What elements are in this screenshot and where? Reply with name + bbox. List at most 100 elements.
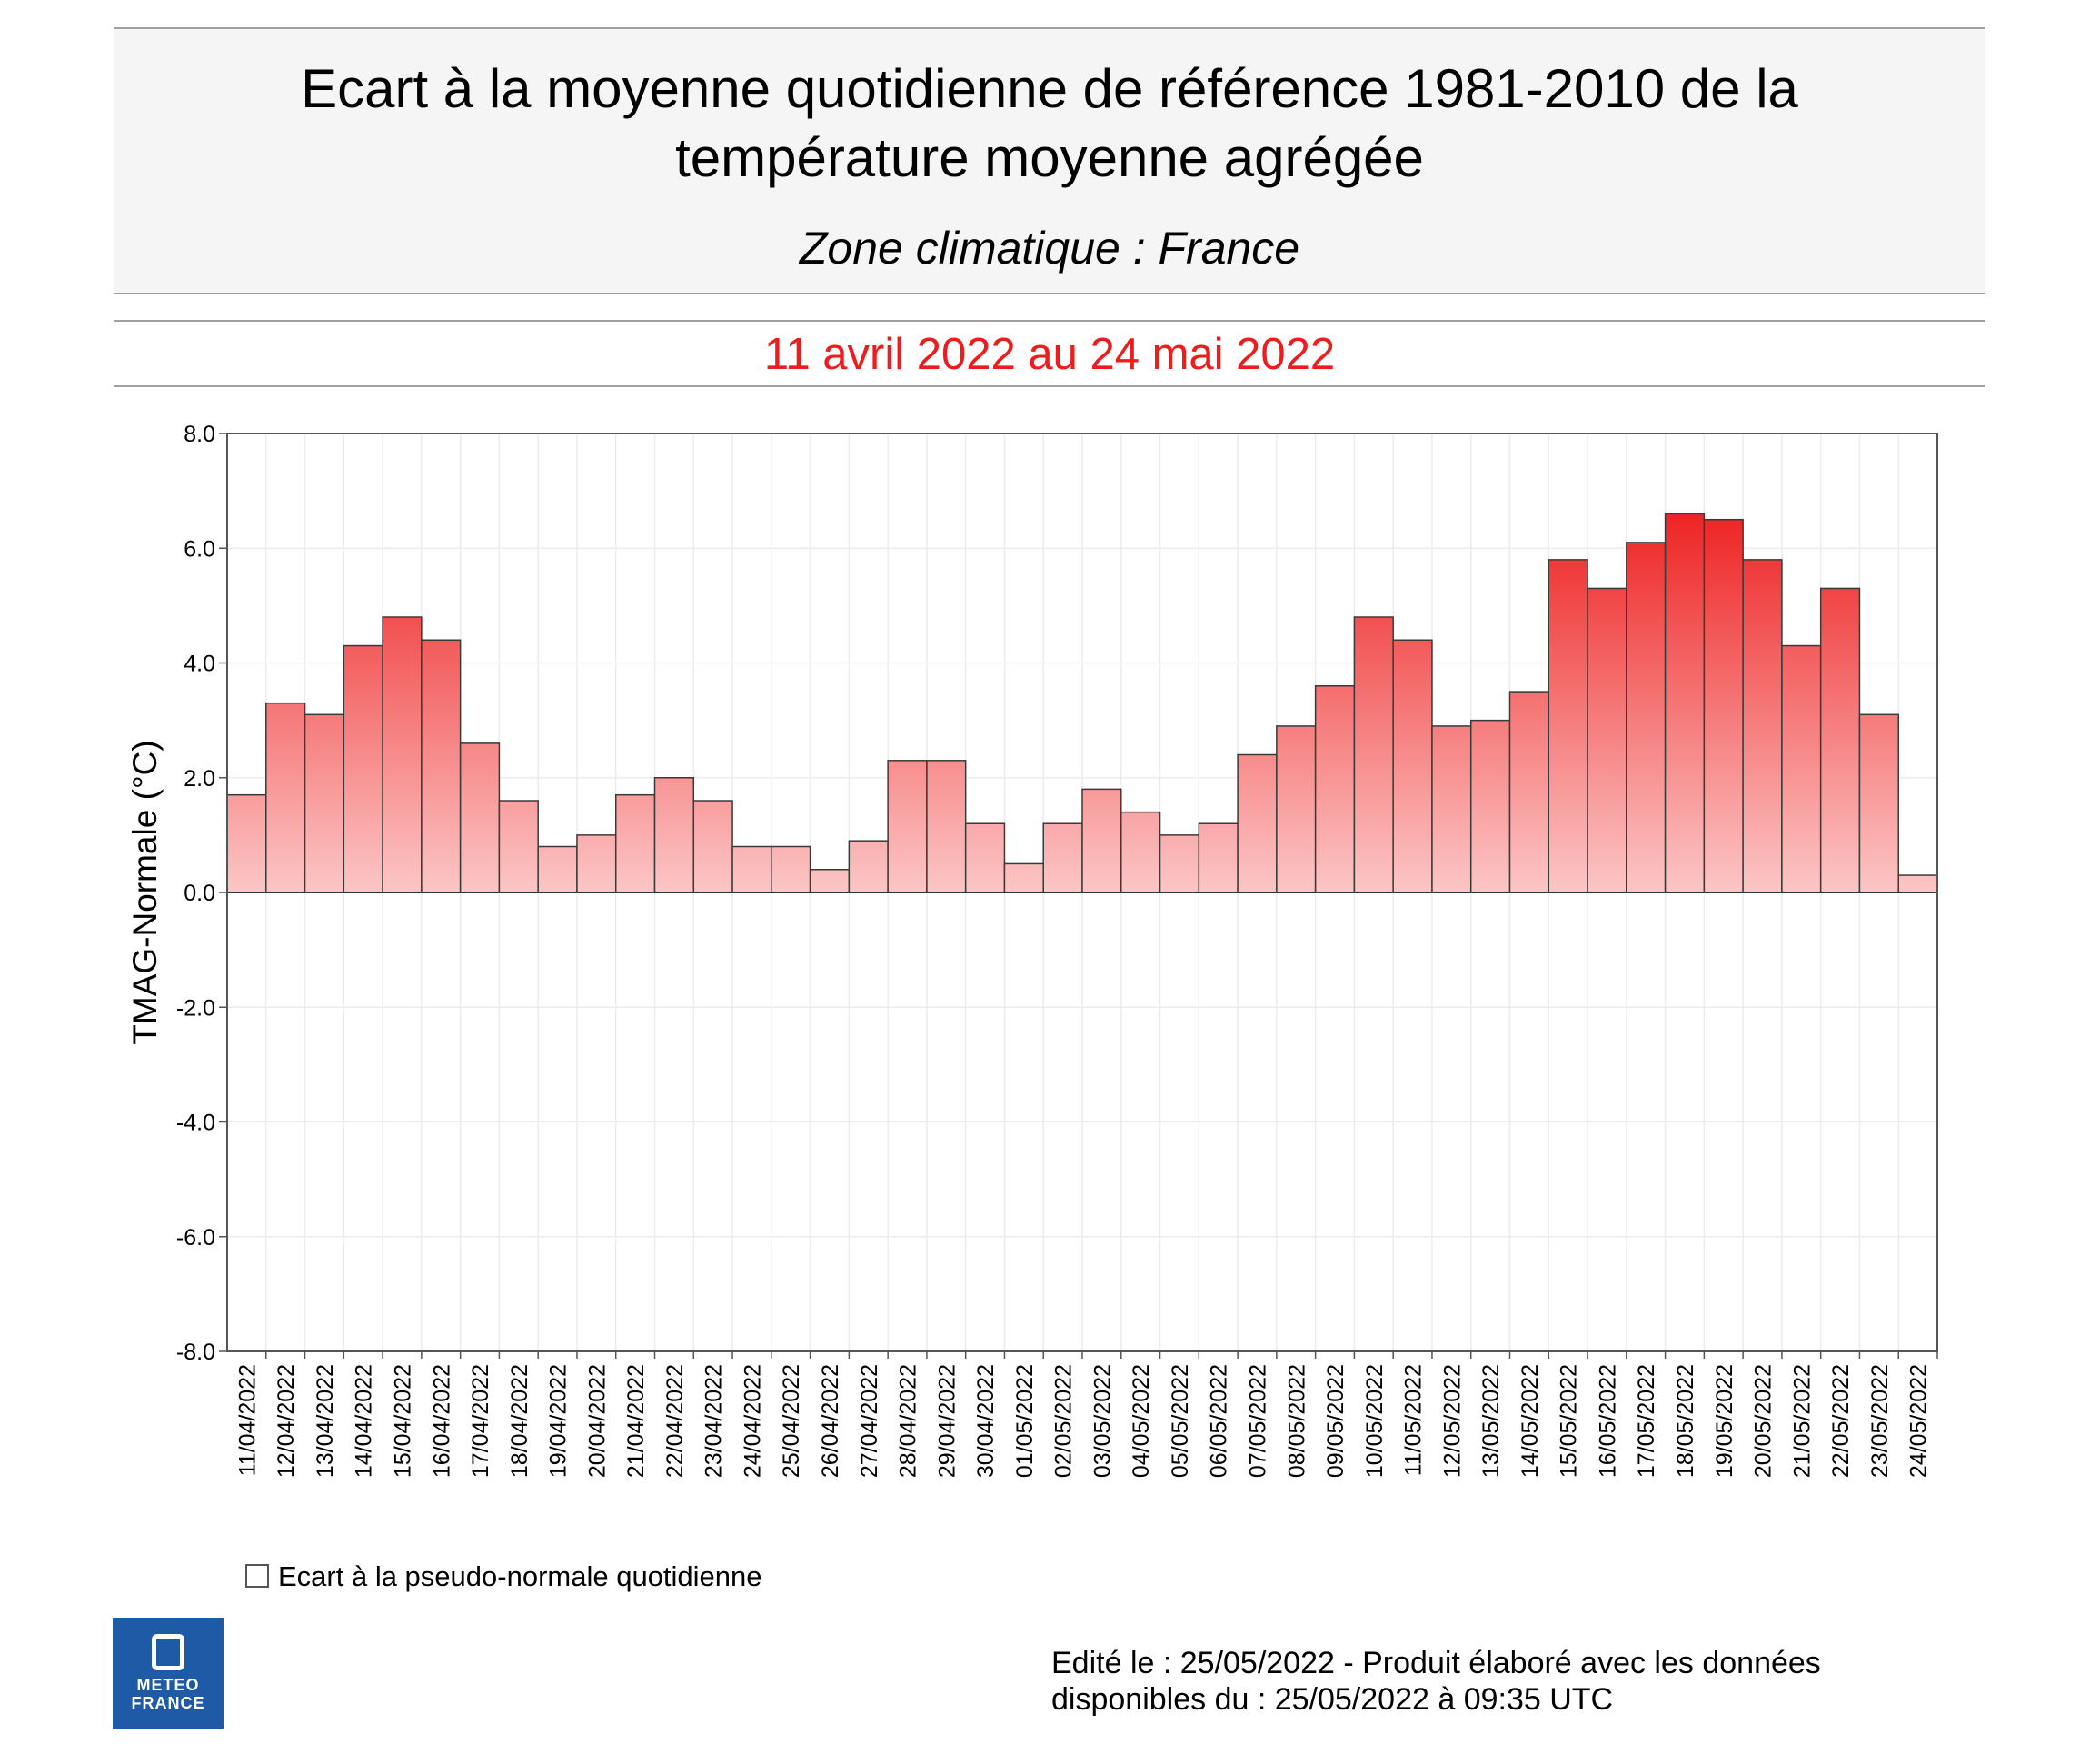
x-tick-label: 18/04/2022 — [507, 1364, 532, 1478]
x-tick-label: 16/05/2022 — [1595, 1364, 1620, 1478]
bar — [498, 800, 539, 893]
x-tick-label: 05/05/2022 — [1168, 1364, 1193, 1478]
period-label: 11 avril 2022 au 24 mai 2022 — [763, 330, 1336, 379]
bar — [1664, 513, 1706, 893]
bar — [382, 616, 423, 893]
x-tick-label: 24/05/2022 — [1906, 1364, 1932, 1478]
bar — [343, 644, 383, 893]
x-tick-label: 19/05/2022 — [1712, 1364, 1737, 1478]
y-tick-label: 0.0 — [184, 881, 215, 906]
y-tick-label: 8.0 — [184, 422, 215, 447]
bar — [653, 777, 695, 893]
x-tick-label: 19/04/2022 — [546, 1364, 572, 1478]
x-tick-label: 13/04/2022 — [313, 1364, 338, 1478]
x-tick-label: 01/05/2022 — [1012, 1364, 1038, 1478]
bar — [1626, 542, 1667, 893]
bar — [1431, 725, 1472, 893]
bar — [614, 793, 656, 893]
x-tick-label: 21/04/2022 — [623, 1364, 649, 1478]
x-tick-label: 23/04/2022 — [702, 1364, 727, 1478]
x-tick-label: 20/05/2022 — [1751, 1364, 1776, 1478]
x-tick-label: 15/05/2022 — [1557, 1364, 1582, 1478]
bar — [964, 822, 1006, 893]
footer-note: Edité le : 25/05/2022 - Produit élaboré … — [1051, 1645, 1821, 1718]
y-tick-label: -2.0 — [176, 995, 215, 1021]
y-tick-label: 6.0 — [184, 536, 215, 562]
x-tick-label: 27/04/2022 — [857, 1364, 882, 1478]
bar — [926, 760, 967, 893]
chart-title-line2: température moyenne agrégée — [675, 127, 1424, 188]
bar — [1042, 822, 1083, 893]
x-tick-label: 11/05/2022 — [1401, 1364, 1427, 1476]
bar — [1314, 685, 1356, 893]
bar — [848, 840, 889, 893]
period-panel: 11 avril 2022 au 24 mai 2022 — [114, 320, 1986, 387]
bar — [887, 760, 928, 893]
bar — [576, 834, 617, 893]
x-tick-label: 21/05/2022 — [1789, 1364, 1815, 1478]
x-tick-label: 11/04/2022 — [234, 1364, 260, 1476]
x-tick-label: 22/04/2022 — [662, 1364, 688, 1478]
x-tick-label: 22/05/2022 — [1828, 1364, 1854, 1478]
bar — [1159, 834, 1200, 893]
bar — [1198, 822, 1239, 893]
x-tick-label: 25/04/2022 — [779, 1364, 804, 1478]
x-tick-label: 10/05/2022 — [1362, 1364, 1388, 1478]
bar — [732, 845, 772, 893]
x-tick-label: 02/05/2022 — [1051, 1364, 1077, 1478]
bar — [1237, 753, 1278, 893]
bar — [1003, 862, 1044, 893]
title-panel: Ecart à la moyenne quotidienne de référe… — [114, 27, 1986, 294]
x-tick-label: 13/05/2022 — [1478, 1364, 1504, 1478]
chart-subtitle: Zone climatique : France — [799, 223, 1300, 274]
x-tick-label: 03/05/2022 — [1090, 1364, 1115, 1478]
bar — [771, 845, 811, 893]
y-axis-label: TMAG-Normale (°C) — [126, 740, 164, 1044]
meteo-france-logo: METEO FRANCE — [113, 1618, 224, 1729]
bar — [809, 869, 851, 893]
bar — [1781, 644, 1822, 893]
bar — [1587, 587, 1627, 893]
x-tick-label: 04/05/2022 — [1129, 1364, 1154, 1478]
footer-line1: Edité le : 25/05/2022 - Produit élaboré … — [1051, 1646, 1821, 1680]
x-tick-label: 17/05/2022 — [1634, 1364, 1659, 1478]
x-tick-label: 24/04/2022 — [740, 1364, 765, 1478]
chart-title-line1: Ecart à la moyenne quotidienne de référe… — [301, 58, 1798, 119]
bar — [226, 793, 267, 893]
bar — [1508, 691, 1550, 893]
footer-line2: disponibles du : 25/05/2022 à 09:35 UTC — [1051, 1682, 1614, 1717]
x-tick-label: 28/04/2022 — [896, 1364, 921, 1478]
bar — [1392, 639, 1433, 893]
x-tick-label: 23/05/2022 — [1867, 1364, 1893, 1478]
bar — [1819, 587, 1861, 893]
x-tick-label: 16/04/2022 — [429, 1364, 454, 1478]
bar — [1276, 725, 1317, 893]
x-tick-label: 09/05/2022 — [1323, 1364, 1349, 1478]
x-tick-label: 14/04/2022 — [352, 1364, 377, 1478]
x-tick-label: 06/05/2022 — [1207, 1364, 1232, 1478]
bar — [265, 702, 306, 893]
x-tick-label: 18/05/2022 — [1673, 1364, 1698, 1478]
logo-text-line2: FRANCE — [131, 1694, 205, 1712]
bar — [537, 845, 578, 893]
legend: Ecart à la pseudo-normale quotidienne — [245, 1560, 762, 1593]
bar — [1120, 811, 1161, 893]
bar-chart: 8.0 6.0 4.0 2.0 0.0 -2.0 -4.0 -6.0 -8.0 11/04/202… — [126, 422, 1938, 1478]
bar — [421, 639, 462, 893]
chart-title: Ecart à la moyenne quotidienne de référe… — [114, 55, 1986, 193]
y-tick-label: -6.0 — [176, 1225, 215, 1251]
bar — [1353, 616, 1394, 893]
bar — [1897, 874, 1938, 893]
y-tick-label: -4.0 — [176, 1111, 215, 1136]
x-tick-label: 12/04/2022 — [274, 1364, 299, 1478]
x-tick-label: 20/04/2022 — [584, 1364, 610, 1478]
bar — [692, 800, 733, 893]
bar — [1703, 518, 1744, 893]
x-tick-label: 14/05/2022 — [1518, 1364, 1543, 1478]
x-tick-label: 08/05/2022 — [1284, 1364, 1309, 1478]
y-tick-label: 2.0 — [184, 766, 215, 792]
logo-emblem-icon — [152, 1634, 184, 1670]
x-tick-label: 12/05/2022 — [1439, 1364, 1465, 1478]
y-tick-label: 4.0 — [184, 652, 215, 677]
plot-frame — [226, 433, 1938, 1352]
